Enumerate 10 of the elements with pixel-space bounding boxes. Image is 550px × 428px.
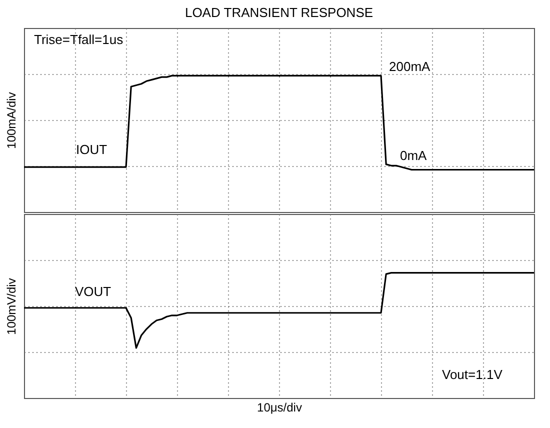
text: Trise=Tfall=1us [34, 32, 124, 47]
annotation: Vout=1.1V [442, 367, 503, 382]
annotation: 0mA [400, 148, 428, 163]
series-label: IOUT [76, 142, 108, 157]
y-axis-title: 100mA/div [4, 92, 18, 149]
text: 200mA [389, 59, 431, 74]
chart-title: LOAD TRANSIENT RESPONSE [184, 5, 374, 20]
series-label: VOUT [75, 284, 112, 299]
y-axis-title: 100mV/div [4, 278, 18, 335]
x-axis-title: 10μs/div [257, 400, 302, 414]
